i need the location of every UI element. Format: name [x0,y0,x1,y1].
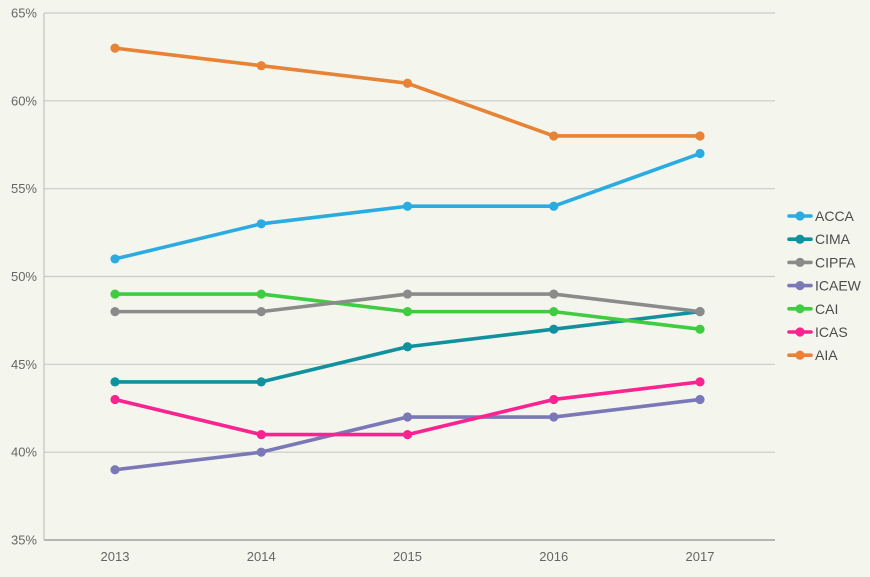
legend-item-cai: CAI [787,301,838,317]
legend-label: CIMA [815,231,851,247]
legend-label: ACCA [815,208,855,224]
data-point-cai-2015 [402,307,413,317]
legend-marker-dot [795,350,805,360]
data-point-icas-2013 [110,394,120,405]
series-icaew [110,394,705,475]
data-point-acca-2015 [402,201,413,211]
legend-item-icas: ICAS [787,324,848,340]
legend-marker-dot [795,257,805,267]
legend-label: AIA [815,347,838,363]
legend-item-icaew: ICAEW [787,278,862,294]
series-cipfa [110,289,705,317]
x-tick-label: 2015 [393,549,422,564]
x-tick-label: 2017 [686,549,715,564]
legend-item-acca: ACCA [787,208,855,224]
data-point-acca-2016 [549,201,559,211]
legend-label: ICAS [815,324,848,340]
y-tick-label: 50% [11,269,37,284]
data-point-icas-2017 [695,377,705,387]
data-point-cipfa-2017 [695,307,705,317]
data-point-acca-2017 [695,148,705,159]
data-point-acca-2013 [110,254,120,264]
y-tick-label: 35% [11,533,37,548]
data-point-icas-2015 [402,430,413,440]
legend-label: ICAEW [815,278,862,294]
gridlines [44,12,775,541]
x-axis-labels: 2013 2014 2015 2016 2017 [101,549,715,564]
data-point-aia-2017 [695,131,705,141]
data-point-cai-2014 [256,289,266,299]
data-point-cima-2013 [110,377,120,387]
data-point-aia-2013 [110,43,120,53]
x-tick-label: 2016 [539,549,568,564]
data-point-aia-2016 [549,131,559,141]
data-point-icas-2014 [256,430,266,440]
legend-label: CAI [815,301,838,317]
data-point-cipfa-2014 [256,307,266,317]
x-tick-label: 2013 [101,549,130,564]
legend-label: CIPFA [815,254,856,270]
legend-item-cipfa: CIPFA [787,254,856,270]
y-tick-label: 60% [11,93,37,108]
data-point-icaew-2016 [549,412,559,422]
series-icas [110,377,705,440]
legend: ACCA CIMA CIPFA ICAEW CAI ICAS AIA [787,208,862,363]
legend-marker-dot [795,327,805,337]
y-axis-labels: 65% 60% 55% 50% 45% 40% 35% [11,6,37,548]
series-aia [110,43,705,141]
legend-item-cima: CIMA [787,231,851,247]
data-point-aia-2014 [256,61,266,71]
legend-marker-dot [795,211,805,221]
series-acca [110,148,705,264]
data-point-cai-2017 [695,324,705,334]
data-point-cai-2013 [110,289,120,299]
data-point-icaew-2017 [695,394,705,405]
data-point-icaew-2015 [402,412,413,422]
data-point-icaew-2014 [256,447,266,457]
data-point-cai-2016 [549,307,559,317]
data-point-cima-2016 [549,324,559,334]
data-point-acca-2014 [256,219,266,229]
data-point-cima-2015 [402,342,413,352]
data-point-cima-2014 [256,377,266,387]
data-point-cipfa-2015 [402,289,413,299]
data-point-icaew-2013 [110,465,120,475]
y-tick-label: 55% [11,181,37,196]
legend-marker-dot [795,304,805,314]
data-point-icas-2016 [549,394,559,405]
legend-item-aia: AIA [787,347,838,363]
legend-marker-dot [795,234,805,244]
data-point-cipfa-2016 [549,289,559,299]
series-lines [110,43,705,475]
y-tick-label: 45% [11,357,37,372]
series-cai [110,289,705,334]
legend-marker-dot [795,281,805,291]
x-tick-label: 2014 [247,549,276,564]
y-tick-label: 65% [11,6,37,21]
y-tick-label: 40% [11,445,37,460]
data-point-cipfa-2013 [110,307,120,317]
data-point-aia-2015 [402,78,413,88]
